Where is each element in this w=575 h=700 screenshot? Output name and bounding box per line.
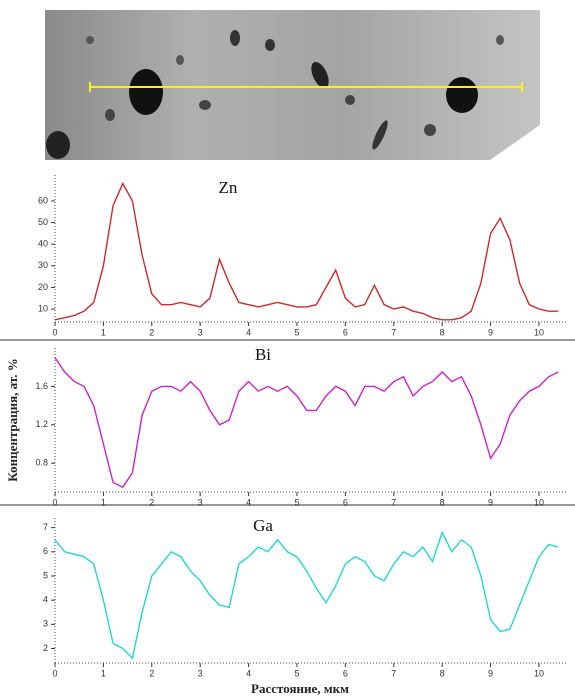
y-tick-label: 30 (38, 260, 48, 270)
x-tick-label: 1 (101, 668, 106, 678)
y-tick-label: 50 (38, 217, 48, 227)
x-tick-label: 8 (440, 327, 445, 337)
data-line (54, 182, 559, 321)
x-tick-label: 5 (294, 668, 299, 678)
x-axis-label: Расстояние, мкм (251, 681, 349, 696)
x-tick-label: 7 (391, 668, 396, 678)
data-line (54, 357, 559, 489)
y-tick-label: 1.6 (35, 381, 48, 391)
x-tick-label: 8 (440, 497, 445, 507)
x-tick-label: 9 (488, 497, 493, 507)
x-tick-label: 6 (343, 327, 348, 337)
y-tick-label: 3 (43, 619, 48, 629)
x-tick-label: 5 (294, 497, 299, 507)
x-tick-label: 3 (198, 497, 203, 507)
x-tick-label: 2 (149, 668, 154, 678)
y-tick-label: 40 (38, 239, 48, 249)
x-tick-label: 7 (391, 497, 396, 507)
data-line (54, 530, 559, 660)
x-tick-label: 1 (101, 327, 106, 337)
chart-title: Bi (255, 345, 271, 364)
chart-title: Zn (219, 178, 238, 197)
x-tick-label: 4 (246, 497, 251, 507)
x-tick-label: 0 (52, 497, 57, 507)
x-tick-label: 0 (52, 327, 57, 337)
x-tick-label: 3 (198, 668, 203, 678)
y-tick-label: 0.8 (35, 458, 48, 468)
x-tick-label: 3 (198, 327, 203, 337)
x-tick-label: 4 (246, 327, 251, 337)
x-tick-label: 9 (488, 327, 493, 337)
y-tick-label: 60 (38, 195, 48, 205)
y-tick-label: 4 (43, 595, 48, 605)
y-tick-label: 6 (43, 546, 48, 556)
y-tick-label: 10 (38, 303, 48, 313)
x-tick-label: 6 (343, 497, 348, 507)
y-tick-label: 1.2 (35, 419, 48, 429)
x-tick-label: 10 (534, 327, 544, 337)
x-tick-label: 2 (149, 497, 154, 507)
x-tick-label: 10 (534, 668, 544, 678)
y-tick-label: 20 (38, 282, 48, 292)
x-tick-label: 0 (52, 668, 57, 678)
chart-title: Ga (253, 516, 273, 535)
x-tick-label: 6 (343, 668, 348, 678)
y-tick-label: 7 (43, 522, 48, 532)
y-axis-label: Концентрация, ат. % (5, 358, 20, 481)
x-tick-label: 9 (488, 668, 493, 678)
x-tick-label: 2 (149, 327, 154, 337)
x-tick-label: 1 (101, 497, 106, 507)
y-tick-label: 2 (43, 643, 48, 653)
y-tick-label: 5 (43, 570, 48, 580)
x-tick-label: 4 (246, 668, 251, 678)
x-tick-label: 10 (534, 497, 544, 507)
x-tick-label: 7 (391, 327, 396, 337)
x-tick-label: 5 (294, 327, 299, 337)
x-tick-label: 8 (440, 668, 445, 678)
micrograph (45, 10, 540, 160)
